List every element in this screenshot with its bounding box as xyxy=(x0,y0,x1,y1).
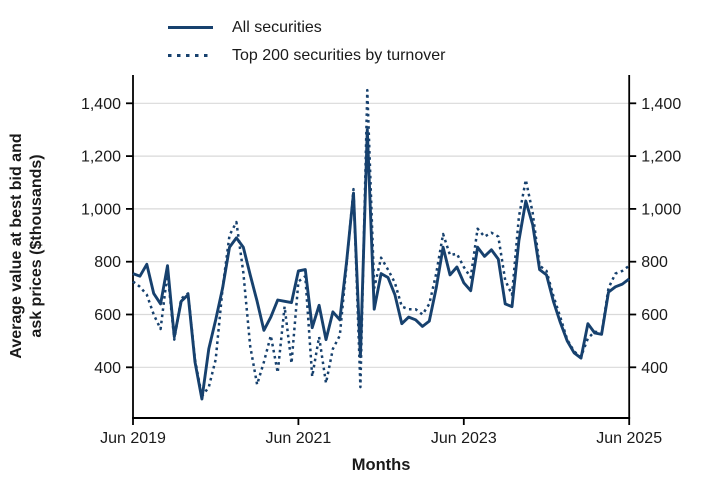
y-tick-label-left: 1,200 xyxy=(81,149,121,166)
solid-line-swatch-icon xyxy=(168,26,213,29)
y-tick-label-right: 1,000 xyxy=(641,201,681,218)
x-tick-label: Jun 2021 xyxy=(265,430,331,447)
top-200-securities-line xyxy=(132,88,630,398)
dotted-line-swatch-icon xyxy=(168,53,213,58)
y-tick-label-right: 400 xyxy=(641,360,668,377)
x-tick-label: Jun 2019 xyxy=(100,430,166,447)
y-tick-label-left: 1,400 xyxy=(81,96,121,113)
y-tick-label-right: 1,200 xyxy=(641,149,681,166)
legend-label: All securities xyxy=(232,18,322,36)
y-tick-label-left: 600 xyxy=(94,307,121,324)
y-tick-label-left: 800 xyxy=(94,254,121,271)
y-tick-label-right: 800 xyxy=(641,254,668,271)
all-securities-line xyxy=(132,128,631,401)
y-axis-title-line1: Average value at best bid and xyxy=(8,133,25,358)
legend-item-all-securities: All securities xyxy=(168,18,445,37)
x-tick-label: Jun 2023 xyxy=(431,430,497,447)
y-tick-label-left: 400 xyxy=(94,360,121,377)
legend-label: Top 200 securities by turnover xyxy=(232,46,446,64)
x-tick-label: Jun 2025 xyxy=(596,430,662,447)
chart-legend: All securities Top 200 securities by tur… xyxy=(168,18,445,65)
y-tick-label-right: 600 xyxy=(641,307,668,324)
y-tick-label-left: 1,000 xyxy=(81,201,121,218)
y-tick-label-right: 1,400 xyxy=(641,96,681,113)
y-axis-title-line2: ask prices ($thousands) xyxy=(28,154,45,337)
x-axis-title: Months xyxy=(352,456,411,474)
legend-item-top-200: Top 200 securities by turnover xyxy=(168,46,445,65)
